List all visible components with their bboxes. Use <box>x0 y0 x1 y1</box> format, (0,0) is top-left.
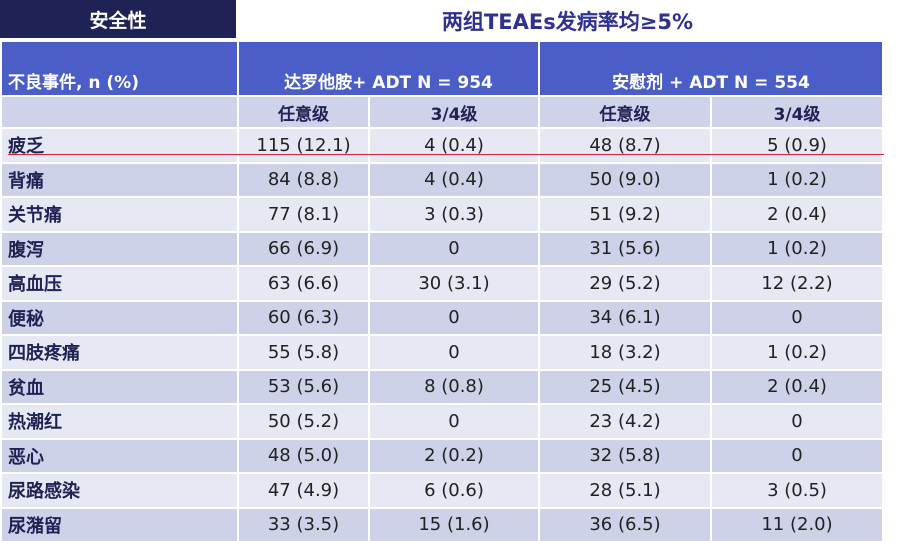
table-cell: 55 (5.8) <box>238 335 369 370</box>
event-name: 疲乏 <box>2 128 238 163</box>
table-cell: 33 (3.5) <box>238 508 369 541</box>
event-name: 便秘 <box>2 301 238 336</box>
event-name: 尿路感染 <box>2 473 238 508</box>
table-cell: 0 <box>369 301 539 336</box>
table-cell: 2 (0.4) <box>711 370 882 405</box>
table-cell: 4 (0.4) <box>369 163 539 198</box>
event-name: 恶心 <box>2 439 238 474</box>
table-cell: 8 (0.8) <box>369 370 539 405</box>
table-cell: 36 (6.5) <box>539 508 711 541</box>
event-name: 背痛 <box>2 163 238 198</box>
table-cell: 34 (6.1) <box>539 301 711 336</box>
table-cell: 32 (5.8) <box>539 439 711 474</box>
subheader-any-grade: 任意级 <box>238 96 369 128</box>
table-cell: 0 <box>711 301 882 336</box>
table-cell: 12 (2.2) <box>711 266 882 301</box>
highlight-underline <box>8 154 884 155</box>
section-tag: 安全性 <box>0 0 236 38</box>
table-cell: 29 (5.2) <box>539 266 711 301</box>
table-cell: 3 (0.3) <box>369 197 539 232</box>
page-title: 两组TEAEs发病率均≥5% <box>236 0 899 42</box>
subheader-blank <box>2 96 238 128</box>
table-cell: 51 (9.2) <box>539 197 711 232</box>
table-cell: 66 (6.9) <box>238 232 369 267</box>
table-cell: 4 (0.4) <box>369 128 539 163</box>
table-cell: 48 (8.7) <box>539 128 711 163</box>
table-cell: 30 (3.1) <box>369 266 539 301</box>
table-cell: 0 <box>711 404 882 439</box>
table-cell: 1 (0.2) <box>711 335 882 370</box>
table-cell: 63 (6.6) <box>238 266 369 301</box>
table-cell: 47 (4.9) <box>238 473 369 508</box>
table-cell: 6 (0.6) <box>369 473 539 508</box>
event-name: 四肢疼痛 <box>2 335 238 370</box>
table-cell: 5 (0.9) <box>711 128 882 163</box>
table-cell: 0 <box>369 335 539 370</box>
table-cell: 28 (5.1) <box>539 473 711 508</box>
table-cell: 15 (1.6) <box>369 508 539 541</box>
event-name: 贫血 <box>2 370 238 405</box>
table-cell: 1 (0.2) <box>711 232 882 267</box>
table-cell: 31 (5.6) <box>539 232 711 267</box>
row-header-label: 不良事件, n (%) <box>2 42 238 96</box>
event-name: 尿潴留 <box>2 508 238 541</box>
event-name: 关节痛 <box>2 197 238 232</box>
table-cell: 23 (4.2) <box>539 404 711 439</box>
subheader-grade-3-4: 3/4级 <box>369 96 539 128</box>
group-header-darolutamide: 达罗他胺+ ADT N = 954 <box>238 42 539 96</box>
table-cell: 60 (6.3) <box>238 301 369 336</box>
table-cell: 25 (4.5) <box>539 370 711 405</box>
event-name: 腹泻 <box>2 232 238 267</box>
table-cell: 18 (3.2) <box>539 335 711 370</box>
subheader-any-grade: 任意级 <box>539 96 711 128</box>
table-cell: 11 (2.0) <box>711 508 882 541</box>
table-cell: 50 (5.2) <box>238 404 369 439</box>
table-cell: 1 (0.2) <box>711 163 882 198</box>
table-cell: 115 (12.1) <box>238 128 369 163</box>
table-cell: 0 <box>711 439 882 474</box>
table-cell: 0 <box>369 404 539 439</box>
table-cell: 0 <box>369 232 539 267</box>
group-header-row: 不良事件, n (%) 达罗他胺+ ADT N = 954 安慰剂 + ADT … <box>2 42 882 96</box>
event-name: 高血压 <box>2 266 238 301</box>
table-cell: 84 (8.8) <box>238 163 369 198</box>
adverse-events-table: 不良事件, n (%) 达罗他胺+ ADT N = 954 安慰剂 + ADT … <box>2 42 882 541</box>
table-cell: 53 (5.6) <box>238 370 369 405</box>
subheader-grade-3-4: 3/4级 <box>711 96 882 128</box>
table-cell: 77 (8.1) <box>238 197 369 232</box>
table-cell: 2 (0.4) <box>711 197 882 232</box>
event-name: 热潮红 <box>2 404 238 439</box>
subheader-row: 任意级 3/4级 任意级 3/4级 <box>2 96 882 128</box>
table-cell: 2 (0.2) <box>369 439 539 474</box>
table-cell: 48 (5.0) <box>238 439 369 474</box>
group-header-placebo: 安慰剂 + ADT N = 554 <box>539 42 882 96</box>
table-cell: 3 (0.5) <box>711 473 882 508</box>
table-cell: 50 (9.0) <box>539 163 711 198</box>
